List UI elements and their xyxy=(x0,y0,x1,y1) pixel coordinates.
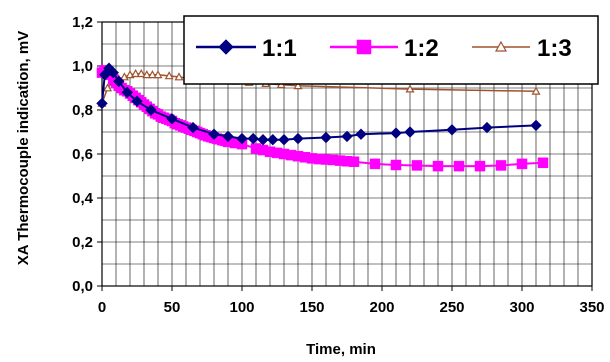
data-point xyxy=(537,157,549,169)
legend-box xyxy=(183,15,599,85)
data-point xyxy=(119,72,129,81)
data-point xyxy=(411,160,423,171)
data-point xyxy=(145,104,157,116)
tick-labels: 0 50 100 150 200 250 300 350 0,0 0,2 0,4 0,6 0,8 1,0 1… xyxy=(72,14,604,316)
data-point xyxy=(96,97,108,110)
data-point xyxy=(257,133,269,146)
legend-marker xyxy=(218,39,234,55)
legend-label: 1:1 xyxy=(262,35,297,62)
data-point xyxy=(516,158,528,170)
data-point xyxy=(432,160,444,172)
data-point xyxy=(293,81,303,90)
y-axis-label: XA Thermocouple indication, mV xyxy=(15,31,32,265)
x-tick-label: 300 xyxy=(509,299,534,316)
data-point xyxy=(236,132,248,145)
data-point xyxy=(267,133,279,146)
data-point xyxy=(174,72,184,81)
data-point xyxy=(166,113,178,125)
data-point xyxy=(131,95,143,107)
y-tick-label: 0,0 xyxy=(72,278,93,295)
y-tick-label: 0,6 xyxy=(72,146,93,163)
data-point xyxy=(341,130,353,143)
data-point xyxy=(320,131,332,144)
data-point xyxy=(355,128,367,140)
data-point xyxy=(208,128,220,140)
data-point xyxy=(278,133,290,146)
data-point xyxy=(390,159,402,171)
y-tick-label: 0,8 xyxy=(72,102,93,119)
data-point xyxy=(446,124,458,136)
legend: 1:1 1:2 1:3 xyxy=(183,15,599,85)
data-point xyxy=(107,66,119,79)
x-tick-label: 50 xyxy=(164,299,181,316)
data-point xyxy=(187,121,199,134)
legend-label: 1:2 xyxy=(404,35,439,62)
data-point xyxy=(103,83,113,92)
x-tick-label: 350 xyxy=(579,299,604,316)
data-point xyxy=(142,70,152,79)
data-point xyxy=(531,86,541,95)
data-point xyxy=(453,160,465,172)
x-axis-label: Time, min xyxy=(306,341,376,358)
data-point xyxy=(147,70,157,79)
data-point xyxy=(164,71,174,80)
y-tick-label: 0,4 xyxy=(72,190,94,207)
series-1-1 xyxy=(96,62,542,146)
legend-label: 1:3 xyxy=(537,35,572,62)
data-point xyxy=(292,132,304,145)
data-point xyxy=(113,75,125,88)
data-point xyxy=(222,130,234,143)
legend-item-1-2: 1:2 xyxy=(330,35,439,62)
legend-marker xyxy=(356,39,372,55)
data-point xyxy=(121,86,133,99)
x-tick-label: 250 xyxy=(439,299,464,316)
y-tick-label: 1,2 xyxy=(72,14,93,31)
data-point xyxy=(390,127,402,139)
y-tick-label: 0,2 xyxy=(72,234,93,251)
data-point xyxy=(369,158,381,170)
data-point xyxy=(474,160,486,172)
data-point xyxy=(405,84,415,93)
data-point xyxy=(136,68,146,78)
x-tick-label: 150 xyxy=(299,299,324,316)
data-point xyxy=(247,132,259,145)
y-tick-label: 1,0 xyxy=(72,58,93,75)
x-tick-label: 200 xyxy=(369,299,394,316)
data-point xyxy=(495,160,507,171)
data-point xyxy=(348,156,360,167)
data-point xyxy=(404,126,416,138)
data-point xyxy=(481,121,493,134)
legend-marker xyxy=(494,40,508,52)
data-point xyxy=(153,70,163,79)
legend-item-1-3: 1:3 xyxy=(472,35,572,62)
legend-item-1-1: 1:1 xyxy=(196,35,297,62)
x-tick-label: 0 xyxy=(98,299,106,316)
data-point xyxy=(530,119,542,132)
x-tick-label: 100 xyxy=(229,299,254,316)
data-point xyxy=(131,68,141,78)
